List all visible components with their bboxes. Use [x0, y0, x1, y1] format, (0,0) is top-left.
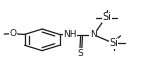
Text: NH: NH [63, 30, 77, 39]
Text: Si: Si [109, 38, 118, 48]
Text: S: S [78, 49, 84, 58]
Text: Si: Si [103, 12, 112, 22]
Text: O: O [9, 29, 16, 38]
Text: N: N [90, 30, 97, 39]
